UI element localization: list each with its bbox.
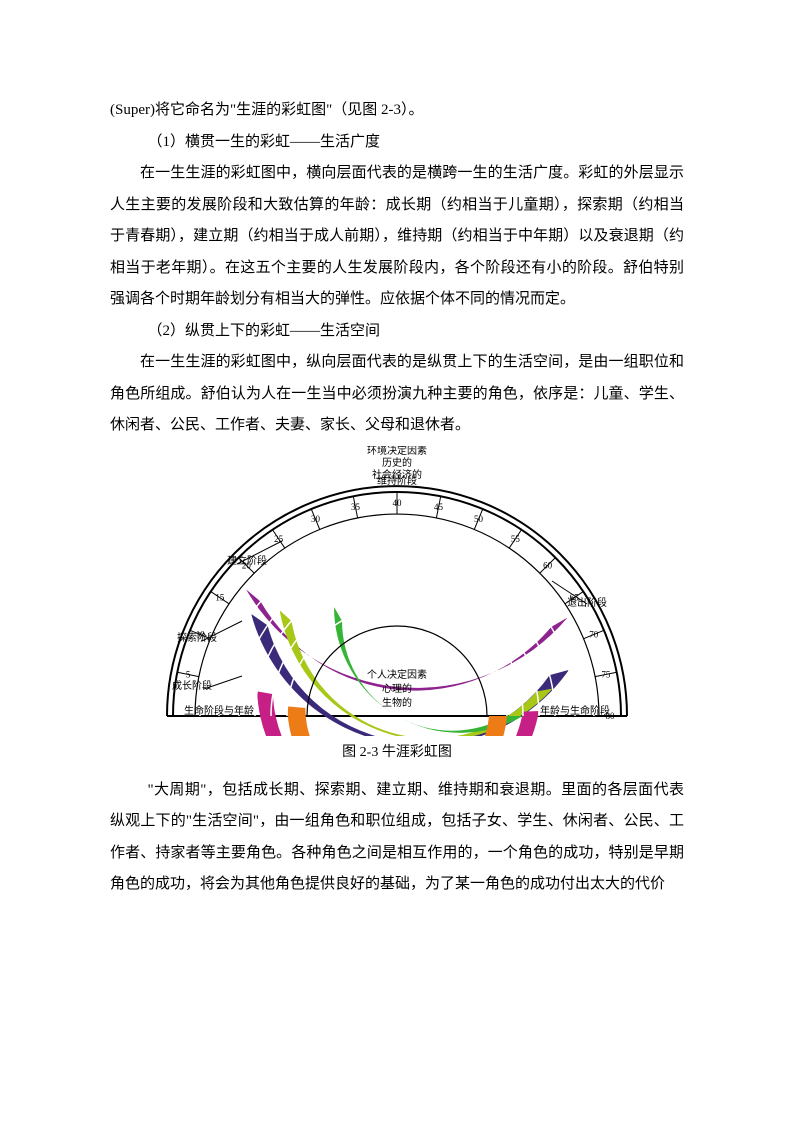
svg-text:休闲者: 休闲者	[386, 575, 417, 588]
svg-text:生物的: 生物的	[382, 696, 412, 709]
svg-text:建立阶段: 建立阶段	[227, 554, 267, 567]
svg-text:个人决定因素: 个人决定因素	[367, 668, 427, 681]
svg-text:工作者: 工作者	[388, 541, 418, 554]
svg-text:5: 5	[186, 669, 191, 679]
paragraph-intro: (Super)将它命名为"生涯的彩虹图"（见图 2-3）。	[110, 95, 684, 127]
svg-text:70: 70	[589, 629, 599, 639]
svg-text:30: 30	[311, 514, 321, 524]
svg-text:40: 40	[393, 498, 403, 508]
svg-text:成长阶段: 成长阶段	[172, 679, 212, 692]
svg-text:持家者: 持家者	[389, 521, 419, 534]
svg-text:60: 60	[543, 560, 553, 570]
heading-2: （2）纵贯上下的彩虹――生活空间	[110, 316, 684, 348]
svg-text:探索阶段: 探索阶段	[177, 631, 217, 644]
svg-text:退出阶段: 退出阶段	[567, 596, 607, 609]
svg-text:学生: 学生	[391, 591, 411, 604]
figure-caption: 图 2-3 牛涯彩虹图	[342, 738, 452, 767]
paragraph-4: "大周期"，包括成长期、探索期、建立期、维持期和衰退期。里面的各层面代表纵观上下…	[110, 775, 684, 901]
svg-text:35: 35	[351, 502, 361, 512]
figure-rainbow: 5101520253035404550556065707580持家者工作者公民休…	[110, 446, 684, 767]
svg-text:公民: 公民	[392, 560, 412, 572]
svg-text:年龄与生命阶段: 年龄与生命阶段	[540, 704, 610, 717]
svg-text:75: 75	[601, 669, 611, 679]
svg-text:维持阶段: 维持阶段	[377, 474, 417, 487]
svg-text:15: 15	[215, 592, 225, 602]
svg-text:55: 55	[511, 533, 520, 543]
svg-text:子女: 子女	[391, 608, 411, 621]
svg-text:45: 45	[434, 502, 444, 512]
svg-text:心理的: 心理的	[382, 682, 412, 695]
heading-1: （1）横贯一生的彩虹――生活广度	[110, 127, 684, 159]
paragraph-2: 在一生生涯的彩虹图中，横向层面代表的是横跨一生的生活广度。彩虹的外层显示人生主要…	[110, 158, 684, 316]
svg-text:历史的: 历史的	[382, 456, 412, 469]
svg-text:生命阶段与年龄: 生命阶段与年龄	[184, 704, 254, 717]
svg-text:环境决定因素: 环境决定因素	[367, 446, 427, 457]
svg-text:50: 50	[474, 514, 484, 524]
paragraph-3: 在一生生涯的彩虹图中，纵向层面代表的是纵贯上下的生活空间，是由一组职位和角色所组…	[110, 347, 684, 442]
rainbow-svg: 5101520253035404550556065707580持家者工作者公民休…	[132, 446, 662, 736]
